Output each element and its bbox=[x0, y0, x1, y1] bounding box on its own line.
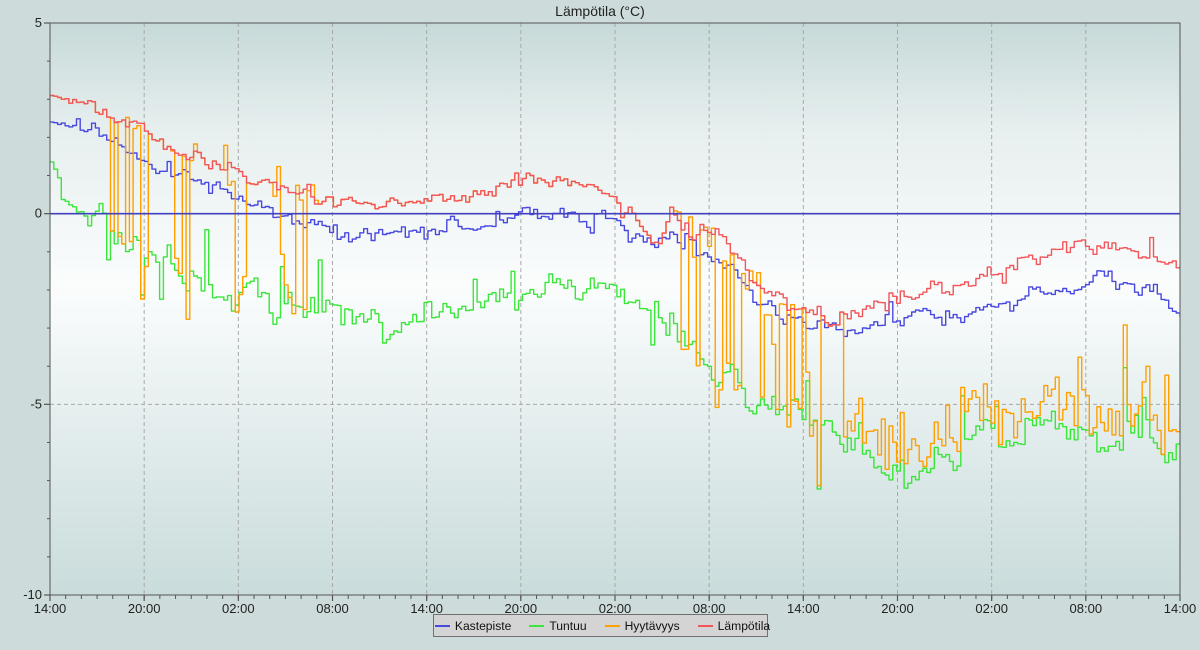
svg-text:08:00: 08:00 bbox=[1070, 601, 1103, 616]
svg-text:14:00: 14:00 bbox=[34, 601, 67, 616]
svg-text:14:00: 14:00 bbox=[1164, 601, 1197, 616]
svg-text:08:00: 08:00 bbox=[316, 601, 349, 616]
svg-text:20:00: 20:00 bbox=[881, 601, 914, 616]
svg-text:-10: -10 bbox=[23, 587, 42, 602]
svg-text:14:00: 14:00 bbox=[787, 601, 820, 616]
svg-text:20:00: 20:00 bbox=[128, 601, 161, 616]
svg-text:02:00: 02:00 bbox=[222, 601, 255, 616]
svg-text:02:00: 02:00 bbox=[975, 601, 1008, 616]
svg-text:-5: -5 bbox=[30, 396, 42, 411]
svg-text:0: 0 bbox=[35, 206, 42, 221]
